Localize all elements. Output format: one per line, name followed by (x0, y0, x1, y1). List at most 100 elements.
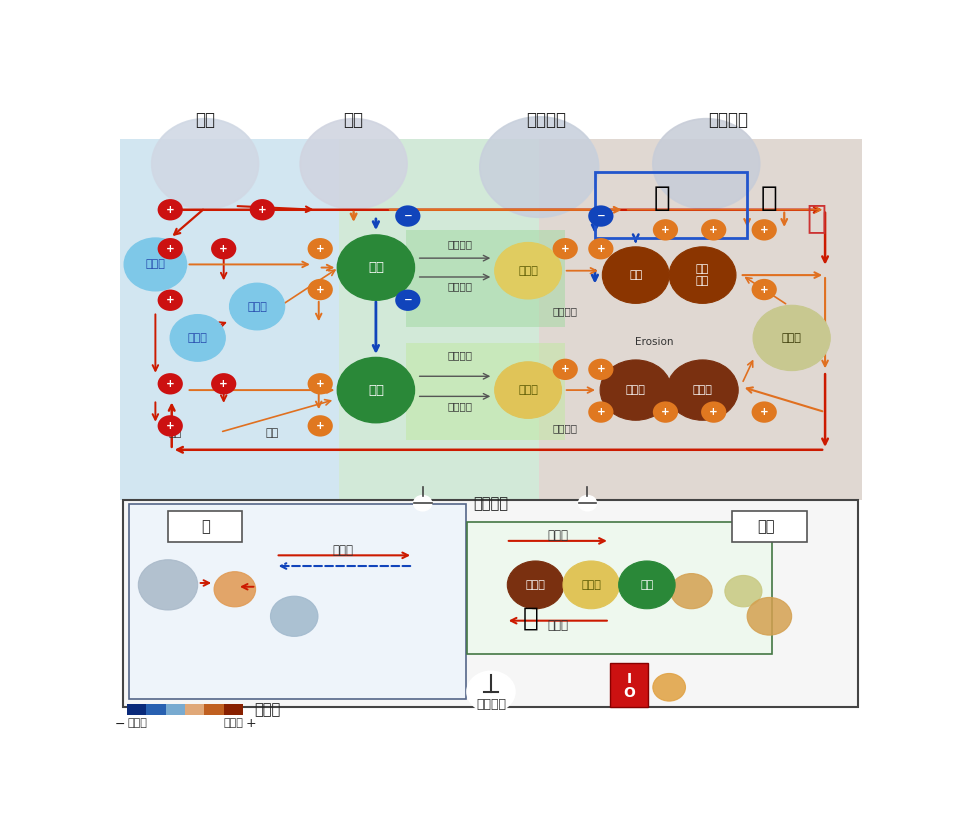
Circle shape (337, 235, 415, 300)
Text: +: + (245, 717, 256, 730)
Circle shape (752, 220, 777, 241)
Circle shape (671, 574, 712, 609)
Circle shape (494, 242, 561, 299)
Text: 凋落物: 凋落物 (518, 266, 538, 276)
Circle shape (588, 206, 613, 227)
FancyBboxPatch shape (166, 703, 185, 715)
Text: 植被: 植被 (640, 580, 653, 590)
Circle shape (414, 495, 431, 511)
Circle shape (752, 401, 777, 423)
Text: +: + (316, 285, 325, 295)
Circle shape (151, 118, 259, 209)
Circle shape (308, 415, 332, 437)
Text: −: − (597, 211, 605, 221)
Circle shape (652, 673, 686, 701)
FancyBboxPatch shape (223, 703, 243, 715)
Text: −: − (114, 717, 125, 730)
Text: −: − (403, 211, 412, 221)
Circle shape (563, 561, 620, 609)
Circle shape (588, 238, 613, 259)
Circle shape (480, 117, 599, 217)
Circle shape (337, 357, 415, 423)
Text: 凋落物: 凋落物 (582, 580, 601, 590)
Circle shape (652, 401, 678, 423)
Circle shape (211, 238, 237, 259)
FancyBboxPatch shape (128, 504, 467, 699)
Text: 负相关: 负相关 (127, 718, 147, 728)
Text: 微生物: 微生物 (782, 333, 802, 343)
Text: +: + (258, 205, 266, 215)
Text: 径流: 径流 (265, 428, 279, 438)
Text: 排放量: 排放量 (146, 259, 166, 269)
FancyBboxPatch shape (732, 511, 807, 542)
Text: +: + (316, 421, 325, 431)
Circle shape (158, 238, 183, 259)
Text: +: + (166, 295, 174, 305)
Circle shape (158, 199, 183, 220)
Text: 融化: 融化 (195, 111, 216, 129)
Circle shape (553, 359, 578, 380)
FancyBboxPatch shape (185, 703, 204, 715)
Text: +: + (709, 407, 718, 417)
Text: 碳限制: 碳限制 (547, 530, 568, 543)
Circle shape (214, 572, 256, 607)
Text: +: + (597, 407, 605, 417)
Text: 卌: 卌 (807, 201, 826, 234)
FancyBboxPatch shape (609, 663, 649, 707)
Text: +: + (316, 379, 325, 388)
Circle shape (669, 246, 736, 304)
FancyBboxPatch shape (147, 703, 166, 715)
Text: 流出量: 流出量 (247, 302, 267, 312)
Text: +: + (760, 225, 768, 235)
Circle shape (667, 360, 739, 420)
Text: +: + (166, 244, 174, 254)
Circle shape (308, 279, 332, 300)
Text: 土壌: 土壌 (757, 519, 774, 534)
Circle shape (753, 305, 831, 370)
Circle shape (494, 361, 561, 419)
Circle shape (752, 279, 777, 300)
Text: 🐂: 🐂 (653, 184, 670, 212)
Text: +: + (166, 421, 174, 431)
Circle shape (270, 596, 318, 636)
Text: 降水变异: 降水变异 (527, 111, 567, 129)
Text: 土壤碳: 土壤碳 (526, 580, 545, 590)
Circle shape (553, 238, 578, 259)
Circle shape (138, 560, 197, 610)
Text: +: + (661, 225, 670, 235)
Text: +: + (760, 285, 768, 295)
Text: 氮限制: 氮限制 (547, 619, 568, 632)
Circle shape (300, 118, 407, 209)
FancyBboxPatch shape (204, 703, 223, 715)
Circle shape (211, 373, 237, 394)
FancyBboxPatch shape (124, 500, 858, 707)
FancyBboxPatch shape (339, 139, 539, 500)
Circle shape (725, 575, 762, 607)
Text: 🐂: 🐂 (522, 605, 538, 631)
Circle shape (396, 290, 421, 311)
Text: 土壤氮: 土壤氮 (693, 385, 713, 395)
Text: 温室
气体: 温室 气体 (696, 264, 709, 286)
Text: 地下部分: 地下部分 (447, 401, 472, 410)
Text: +: + (560, 365, 570, 375)
Text: 高山植物: 高山植物 (473, 495, 509, 511)
Text: +: + (597, 244, 605, 254)
Text: 稳定系统: 稳定系统 (553, 307, 578, 317)
Text: 显著性: 显著性 (254, 702, 281, 716)
Text: 退化系统: 退化系统 (553, 423, 578, 432)
Circle shape (308, 238, 332, 259)
Text: +: + (709, 225, 718, 235)
Circle shape (701, 220, 726, 241)
Text: +: + (597, 365, 605, 375)
Text: −: − (403, 295, 412, 305)
Text: 水: 水 (201, 519, 210, 534)
Text: 地上部分: 地上部分 (447, 239, 472, 249)
Text: 沉积量: 沉积量 (188, 333, 208, 343)
Circle shape (747, 597, 791, 635)
Text: 变暖: 变暖 (344, 111, 364, 129)
Text: 植被: 植被 (368, 384, 384, 397)
Circle shape (250, 199, 275, 220)
FancyBboxPatch shape (539, 139, 862, 500)
Circle shape (603, 246, 669, 304)
Text: 湿度: 湿度 (169, 428, 182, 438)
